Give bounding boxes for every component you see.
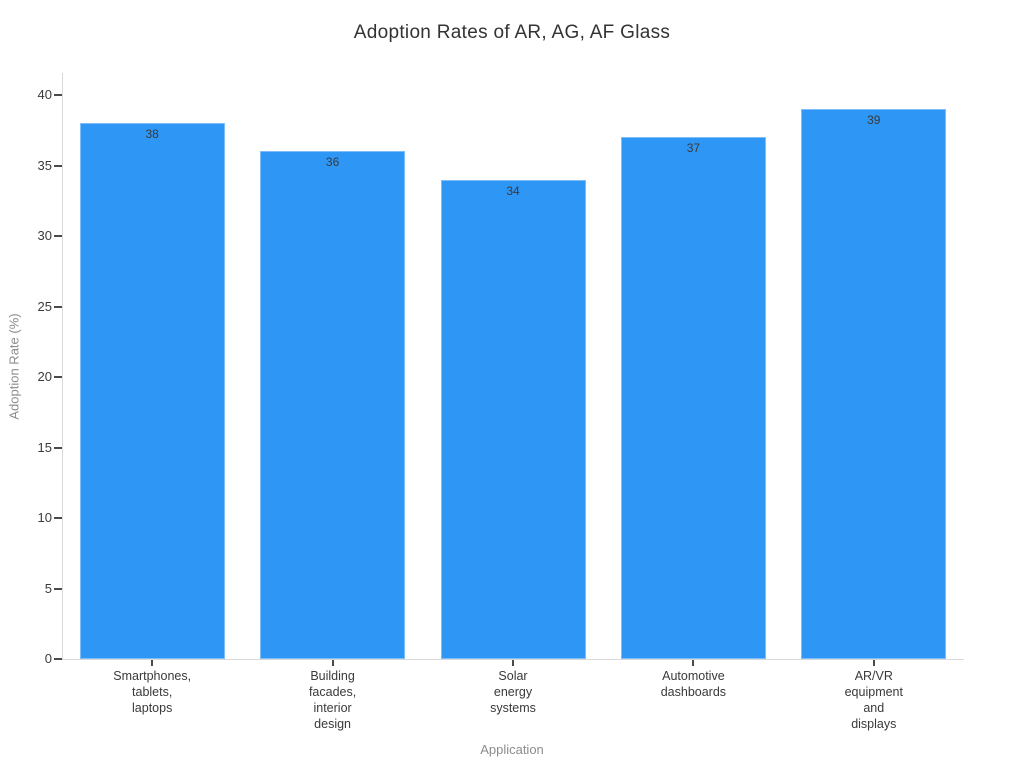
y-tick-mark xyxy=(54,517,62,519)
x-tick-label: Building facades, interior design xyxy=(308,669,357,731)
bar-value-label: 37 xyxy=(686,141,701,156)
x-tick-label: Smartphones, tablets, laptops xyxy=(113,669,192,715)
y-tick-label: 20 xyxy=(37,369,52,384)
x-tick-mark xyxy=(151,660,154,666)
y-tick-label: 35 xyxy=(37,157,52,173)
bar xyxy=(79,123,225,659)
y-tick-label: 25 xyxy=(37,298,52,314)
bar-value-label: 36 xyxy=(325,155,340,170)
bar-value-label: 38 xyxy=(145,127,159,142)
x-tick-label: AR/VR equipment and displays xyxy=(844,669,903,731)
x-tick-label: Automotive dashboards xyxy=(660,669,727,699)
y-axis-spine xyxy=(62,73,63,660)
y-tick-mark xyxy=(54,235,62,237)
x-tick-mark xyxy=(692,660,695,666)
y-tick-mark xyxy=(54,376,62,378)
x-tick-mark xyxy=(331,660,334,666)
y-tick-mark xyxy=(54,164,62,167)
y-tick-label: 10 xyxy=(37,510,52,525)
y-tick-label: 5 xyxy=(44,580,52,596)
bar xyxy=(801,109,947,659)
y-axis-title: Adoption Rate (%) xyxy=(6,313,22,420)
bar xyxy=(620,137,766,659)
y-tick-mark xyxy=(54,658,62,660)
y-tick-label: 40 xyxy=(37,87,52,102)
x-tick-mark xyxy=(512,660,514,666)
bar xyxy=(260,151,406,659)
y-tick-mark xyxy=(54,305,62,308)
y-tick-label: 30 xyxy=(37,228,52,243)
y-tick-mark xyxy=(54,587,62,590)
y-tick-mark xyxy=(54,94,62,96)
y-tick-mark xyxy=(54,446,62,449)
x-axis-spine xyxy=(62,659,964,660)
y-tick-label: 15 xyxy=(37,439,52,455)
bar xyxy=(440,179,586,659)
x-axis-title: Application xyxy=(480,742,544,757)
x-tick-mark xyxy=(872,660,875,666)
bar-value-label: 39 xyxy=(867,113,881,128)
x-tick-label: Solar energy systems xyxy=(490,669,536,715)
bar-value-label: 34 xyxy=(506,183,520,198)
y-tick-label: 0 xyxy=(44,651,52,666)
chart-title: Adoption Rates of AR, AG, AF Glass xyxy=(353,22,671,43)
